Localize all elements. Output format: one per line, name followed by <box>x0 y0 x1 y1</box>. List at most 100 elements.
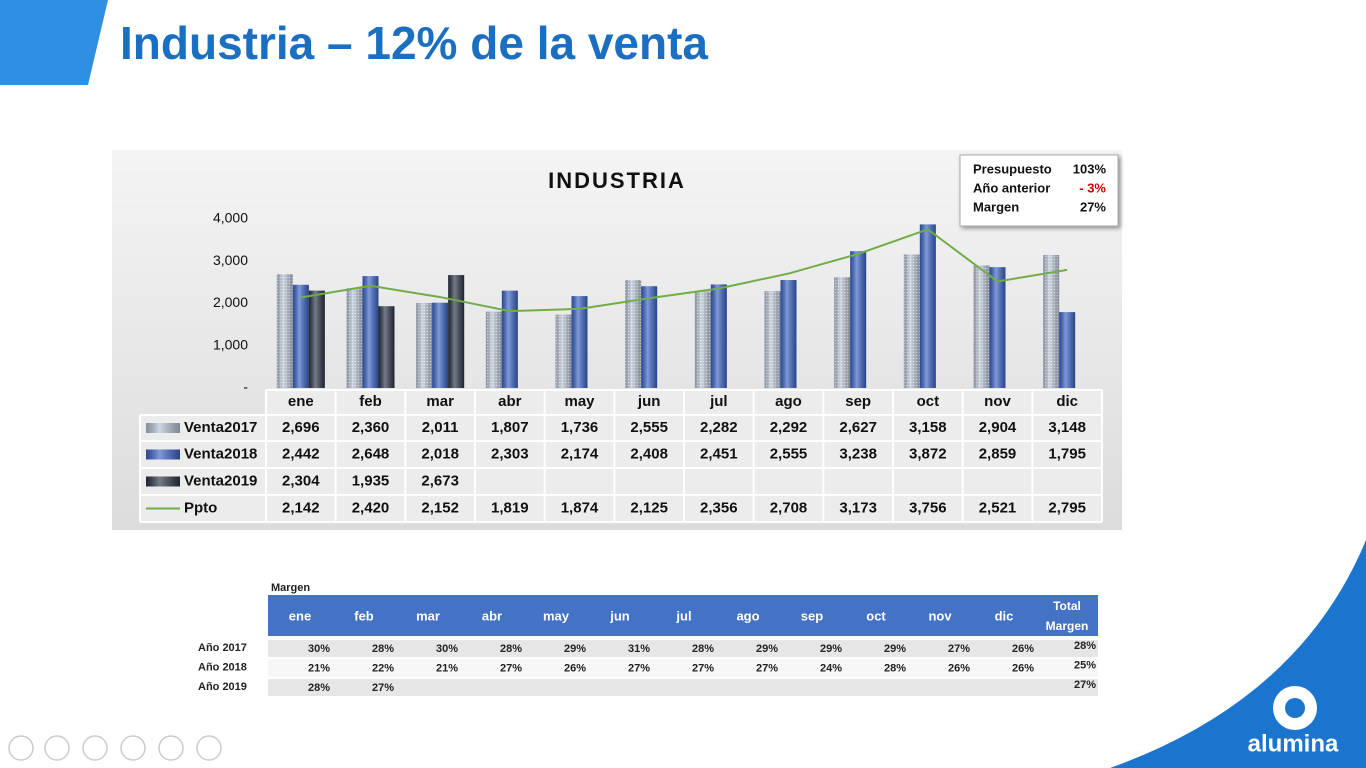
y-tick-label: 1,000 <box>213 336 248 352</box>
cell: 27% <box>948 643 970 655</box>
column-header: sep <box>801 608 823 623</box>
data-label: 2,555 <box>630 419 668 436</box>
data-label: 2,673 <box>421 472 459 489</box>
data-label: 2,174 <box>561 445 599 462</box>
data-label: 2,408 <box>630 445 668 462</box>
cell: 28% <box>884 662 906 674</box>
data-label: 2,442 <box>282 445 320 462</box>
bar-shade <box>292 284 309 388</box>
bar-shade <box>378 306 395 388</box>
table-row <box>268 679 1098 696</box>
data-label: 2,521 <box>979 499 1017 516</box>
x-tick-label: dic <box>1056 393 1078 410</box>
cell-total: 27% <box>1074 679 1096 691</box>
bar-shade <box>989 267 1006 388</box>
cell: 29% <box>564 643 586 655</box>
cell: 21% <box>436 662 458 674</box>
column-header: ago <box>736 608 759 623</box>
cell: 27% <box>692 662 714 674</box>
x-tick-label: jun <box>637 393 661 410</box>
bar-texture <box>346 288 363 388</box>
logo-icon <box>1285 698 1305 718</box>
bar-shade <box>571 296 588 388</box>
row-label: Año 2018 <box>198 661 247 673</box>
bar-shade <box>448 275 465 388</box>
bar-shade <box>432 302 449 388</box>
x-tick-label: ago <box>775 393 802 410</box>
bar-shade <box>1059 312 1076 388</box>
y-tick-label: 4,000 <box>213 210 248 226</box>
data-label: 1,807 <box>491 419 529 436</box>
bar-texture <box>416 303 433 388</box>
data-label: 2,904 <box>979 419 1017 436</box>
data-label: 2,304 <box>282 472 320 489</box>
data-label: 2,859 <box>979 445 1017 462</box>
data-label: 2,011 <box>422 419 459 436</box>
data-label: 3,872 <box>909 445 947 462</box>
x-tick-label: may <box>564 393 595 410</box>
data-label: 2,696 <box>282 419 320 436</box>
x-tick-label: oct <box>917 393 940 410</box>
column-header: dic <box>995 608 1014 623</box>
row-label: Año 2017 <box>198 642 247 654</box>
legend-label: Venta2018 <box>184 445 257 462</box>
bar-shade <box>362 276 379 388</box>
data-label: 3,148 <box>1048 419 1086 436</box>
data-label: 2,708 <box>770 499 808 516</box>
data-label: 1,819 <box>491 499 529 516</box>
column-header: jun <box>609 608 630 623</box>
cell: 26% <box>1012 643 1034 655</box>
data-label: 2,451 <box>700 445 738 462</box>
data-label: 1,736 <box>561 419 599 436</box>
cell-total: 28% <box>1074 640 1096 652</box>
data-label: 2,292 <box>770 419 808 436</box>
bar-shade <box>919 224 936 388</box>
kpi-label: Año anterior <box>973 180 1050 195</box>
legend-label: Ppto <box>184 499 217 516</box>
table-caption: Margen <box>271 582 310 594</box>
data-label: 2,360 <box>352 419 390 436</box>
x-tick-label: feb <box>359 393 382 410</box>
x-tick-label: abr <box>498 393 522 410</box>
table-header <box>268 595 1098 636</box>
cell: 26% <box>1012 662 1034 674</box>
cell: 30% <box>308 643 330 655</box>
bar-texture <box>973 265 990 388</box>
bar-shade <box>308 290 325 388</box>
y-tick-label: 2,000 <box>213 294 248 310</box>
kpi-box <box>959 154 1119 227</box>
data-label: 1,935 <box>352 472 390 489</box>
toolbar <box>8 735 222 761</box>
legend-label: Venta2017 <box>184 419 257 436</box>
legend-swatch <box>146 449 180 460</box>
column-header: ene <box>289 608 311 623</box>
bar-shade <box>641 286 658 388</box>
data-label: 2,795 <box>1048 499 1086 516</box>
column-header: abr <box>482 608 502 623</box>
column-header: feb <box>354 608 374 623</box>
bar-shade <box>501 290 518 388</box>
x-tick-label: nov <box>984 393 1011 410</box>
slide-title: Industria – 12% de la venta <box>120 17 708 69</box>
bar-shade <box>780 280 797 388</box>
corner-shape <box>0 0 108 85</box>
column-header: mar <box>416 608 440 623</box>
bar-texture <box>485 311 502 388</box>
cell: 27% <box>628 662 650 674</box>
cell: 29% <box>756 643 778 655</box>
column-header: nov <box>928 608 952 623</box>
cell: 29% <box>820 643 842 655</box>
cell: 28% <box>372 643 394 655</box>
data-label: 1,874 <box>561 499 599 516</box>
kpi-value: 103% <box>1073 161 1107 176</box>
cell: 22% <box>372 662 394 674</box>
bar-shade <box>850 251 867 388</box>
cell: 24% <box>820 662 842 674</box>
table-row <box>268 640 1098 657</box>
cell: 28% <box>692 643 714 655</box>
y-tick-label: - <box>243 379 248 395</box>
bar-shade <box>710 284 727 388</box>
legend-swatch <box>146 423 180 433</box>
cell: 26% <box>948 662 970 674</box>
